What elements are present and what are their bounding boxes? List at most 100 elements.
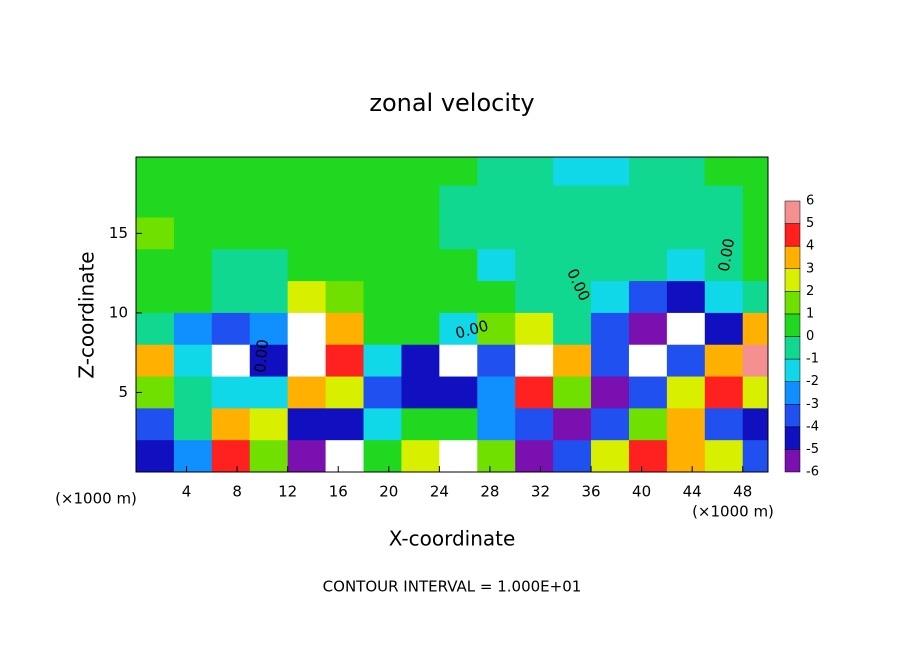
cell — [173, 185, 213, 218]
field — [136, 157, 769, 473]
colorbar-label: 3 — [806, 261, 814, 276]
cell — [439, 157, 478, 187]
cell — [325, 157, 365, 187]
cell — [591, 312, 630, 346]
cell — [515, 185, 554, 218]
x-tick-label: 20 — [379, 483, 398, 501]
cell — [628, 376, 668, 409]
cell — [628, 312, 668, 346]
cell — [628, 249, 668, 282]
cell — [477, 281, 516, 314]
cell — [628, 408, 668, 441]
x-tick-label: 40 — [632, 483, 651, 501]
cell — [742, 249, 769, 282]
cell — [439, 408, 478, 441]
cell — [591, 281, 630, 314]
cell — [553, 249, 592, 282]
cell — [439, 185, 478, 218]
cell — [628, 157, 668, 187]
cell — [553, 376, 592, 409]
cell — [173, 344, 213, 378]
colorbar-segment — [784, 381, 801, 405]
cell — [704, 344, 744, 378]
cell — [591, 344, 630, 378]
colorbar-label: 6 — [806, 194, 814, 209]
cell — [591, 157, 630, 187]
cell — [666, 185, 706, 218]
cell — [136, 440, 175, 473]
cell — [287, 408, 327, 441]
cell — [249, 344, 289, 378]
cell — [211, 217, 251, 250]
cell — [477, 312, 516, 346]
cell — [287, 440, 327, 473]
cell — [704, 376, 744, 409]
cell — [666, 440, 706, 473]
cell — [704, 312, 744, 346]
cell — [401, 344, 440, 378]
cell — [439, 217, 478, 250]
cell — [249, 376, 289, 409]
colorbar-label: -6 — [806, 465, 819, 480]
cell — [363, 281, 402, 314]
cell — [553, 312, 592, 346]
contour-label: 0.00 — [715, 237, 739, 273]
x-tick-label: 48 — [733, 483, 752, 501]
cell — [287, 344, 327, 378]
cell — [249, 408, 289, 441]
cell — [363, 157, 402, 187]
colorbar-label: 2 — [806, 284, 814, 299]
cell — [553, 217, 592, 250]
cell — [363, 249, 402, 282]
cell — [136, 312, 175, 346]
cell — [249, 312, 289, 346]
cell — [666, 312, 706, 346]
cell — [136, 157, 175, 187]
chart-title: zonal velocity — [369, 89, 534, 117]
cell — [742, 185, 769, 218]
cell — [136, 249, 175, 282]
colorbar-segment — [784, 268, 801, 292]
cell — [439, 440, 478, 473]
plot-frame — [135, 156, 769, 473]
cell — [704, 408, 744, 441]
cell — [742, 157, 769, 187]
cell — [666, 281, 706, 314]
cell — [363, 185, 402, 218]
cell — [553, 157, 592, 187]
cell — [591, 376, 630, 409]
cell — [704, 281, 744, 314]
cell — [515, 157, 554, 187]
cell — [173, 249, 213, 282]
cell — [666, 157, 706, 187]
x-unit-label: (×1000 m) — [55, 490, 137, 508]
cell — [136, 217, 175, 250]
cell — [477, 249, 516, 282]
cell — [249, 249, 289, 282]
cell — [628, 217, 668, 250]
cell — [401, 376, 440, 409]
cell — [173, 408, 213, 441]
cell — [704, 249, 744, 282]
x-tick-label: 44 — [683, 483, 702, 501]
cell — [628, 185, 668, 218]
cell — [363, 376, 402, 409]
cell — [325, 217, 365, 250]
cell — [363, 408, 402, 441]
colorbar-segment — [784, 426, 801, 450]
x-tick-label: 8 — [232, 483, 242, 501]
cell — [515, 344, 554, 378]
cell — [401, 157, 440, 187]
cell — [477, 408, 516, 441]
cell — [477, 217, 516, 250]
cell — [325, 312, 365, 346]
contour-label: 0.00 — [251, 339, 272, 374]
cell — [287, 281, 327, 314]
cell — [287, 157, 327, 187]
cell — [628, 281, 668, 314]
cell — [363, 312, 402, 346]
cell — [515, 408, 554, 441]
cell — [136, 376, 175, 409]
cell — [439, 376, 478, 409]
x-axis-label: X-coordinate — [389, 527, 516, 551]
